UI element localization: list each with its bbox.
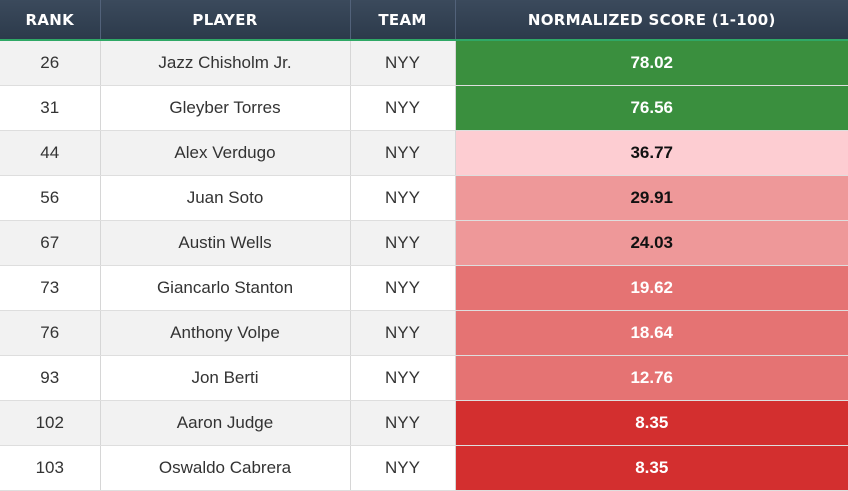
team-cell: NYY [350, 310, 456, 356]
rank-cell: 76 [0, 310, 101, 356]
score-cell: 19.62 [455, 265, 848, 311]
player-cell: Austin Wells [100, 220, 351, 266]
rank-cell: 102 [0, 400, 101, 446]
table-row: 102 Aaron Judge NYY 8.35 [0, 400, 848, 446]
score-cell: 8.35 [455, 400, 848, 446]
team-cell: NYY [350, 175, 456, 221]
score-cell: 29.91 [455, 175, 848, 221]
score-cell: 18.64 [455, 310, 848, 356]
table-row: 44 Alex Verdugo NYY 36.77 [0, 130, 848, 176]
player-cell: Juan Soto [100, 175, 351, 221]
score-cell: 8.35 [455, 445, 848, 491]
player-cell: Jon Berti [100, 355, 351, 401]
rank-cell: 31 [0, 85, 101, 131]
table-row: 76 Anthony Volpe NYY 18.64 [0, 310, 848, 356]
player-cell: Aaron Judge [100, 400, 351, 446]
score-cell: 76.56 [455, 85, 848, 131]
player-cell: Anthony Volpe [100, 310, 351, 356]
table-body: 26 Jazz Chisholm Jr. NYY 78.02 31 Gleybe… [0, 40, 848, 491]
table-row: 67 Austin Wells NYY 24.03 [0, 220, 848, 266]
team-cell: NYY [350, 445, 456, 491]
player-cell: Giancarlo Stanton [100, 265, 351, 311]
header-score[interactable]: NORMALIZED SCORE (1-100) [455, 0, 848, 41]
rank-cell: 67 [0, 220, 101, 266]
table-row: 93 Jon Berti NYY 12.76 [0, 355, 848, 401]
table-row: 26 Jazz Chisholm Jr. NYY 78.02 [0, 40, 848, 86]
team-cell: NYY [350, 400, 456, 446]
team-cell: NYY [350, 40, 456, 86]
header-player[interactable]: PLAYER [100, 0, 351, 41]
player-cell: Gleyber Torres [100, 85, 351, 131]
header-row: RANK PLAYER TEAM NORMALIZED SCORE (1-100… [0, 0, 848, 41]
table-row: 31 Gleyber Torres NYY 76.56 [0, 85, 848, 131]
table-row: 56 Juan Soto NYY 29.91 [0, 175, 848, 221]
rank-cell: 73 [0, 265, 101, 311]
player-cell: Jazz Chisholm Jr. [100, 40, 351, 86]
team-cell: NYY [350, 220, 456, 266]
team-cell: NYY [350, 85, 456, 131]
header-team[interactable]: TEAM [350, 0, 456, 41]
team-cell: NYY [350, 265, 456, 311]
player-cell: Oswaldo Cabrera [100, 445, 351, 491]
score-cell: 36.77 [455, 130, 848, 176]
rank-cell: 103 [0, 445, 101, 491]
player-cell: Alex Verdugo [100, 130, 351, 176]
rank-cell: 44 [0, 130, 101, 176]
table-header: RANK PLAYER TEAM NORMALIZED SCORE (1-100… [0, 0, 848, 41]
table-row: 73 Giancarlo Stanton NYY 19.62 [0, 265, 848, 311]
team-cell: NYY [350, 355, 456, 401]
table-row: 103 Oswaldo Cabrera NYY 8.35 [0, 445, 848, 491]
team-cell: NYY [350, 130, 456, 176]
rank-cell: 56 [0, 175, 101, 221]
score-cell: 24.03 [455, 220, 848, 266]
score-cell: 78.02 [455, 40, 848, 86]
score-cell: 12.76 [455, 355, 848, 401]
rank-cell: 26 [0, 40, 101, 86]
rank-cell: 93 [0, 355, 101, 401]
header-rank[interactable]: RANK [0, 0, 101, 41]
